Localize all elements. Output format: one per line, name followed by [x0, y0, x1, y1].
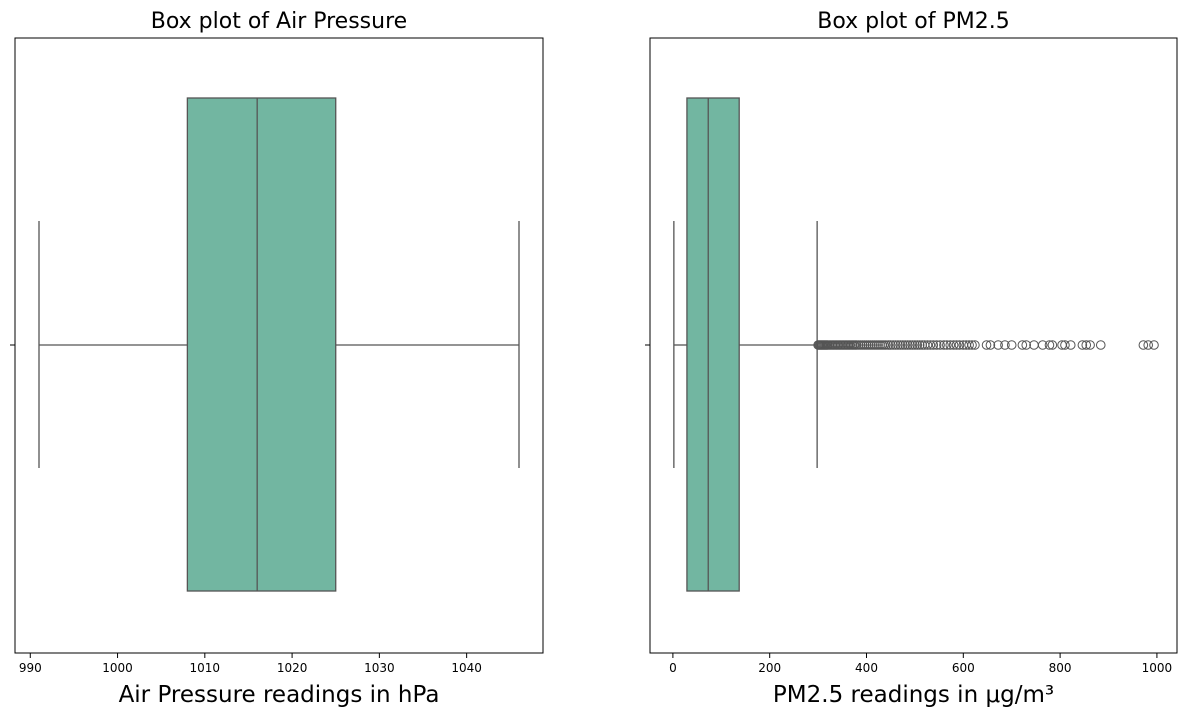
x-tick-label: 1000	[102, 661, 133, 675]
x-tick-label: 1000	[1142, 661, 1173, 675]
x-tick-label: 400	[855, 661, 878, 675]
x-tick-label: 1030	[364, 661, 395, 675]
outlier-point	[993, 340, 1003, 350]
outlier-point	[931, 340, 942, 350]
outlier-point	[1060, 340, 1070, 350]
x-tick-label: 1010	[190, 661, 221, 675]
outlier-point	[981, 340, 992, 350]
air-pressure-boxplot: Box plot of Air Pressure 990 1000 1010 1020…	[10, 9, 544, 708]
x-tick-label: 990	[19, 661, 42, 675]
outlier-point	[1000, 340, 1010, 350]
outlier-point	[948, 340, 959, 350]
plot-area	[673, 97, 1159, 592]
outlier-point	[985, 340, 996, 350]
outlier-point	[1138, 340, 1149, 350]
outlier-point	[885, 340, 896, 350]
outlier-point	[1044, 340, 1055, 350]
outlier-point	[890, 340, 901, 350]
outlier-point	[1065, 340, 1076, 350]
plot-area	[38, 97, 520, 592]
outlier-point	[900, 340, 911, 350]
x-tick-label: 1020	[277, 661, 308, 675]
outlier-point	[1021, 340, 1032, 350]
outlier-point	[895, 340, 906, 350]
outlier-point	[1149, 340, 1159, 350]
x-axis-ticks: 0 200 400 600 800 1000	[645, 344, 1173, 675]
outlier-point	[910, 340, 920, 350]
iqr-box	[686, 97, 740, 592]
outlier-point	[914, 340, 925, 350]
outlier-point	[912, 340, 923, 350]
outlier-point	[902, 340, 913, 350]
chart-title: Box plot of PM2.5	[817, 9, 1009, 34]
x-axis-label: PM2.5 readings in μg/m³	[773, 682, 1054, 708]
outlier-point	[1037, 340, 1048, 350]
iqr-box	[186, 97, 337, 592]
outlier-point	[925, 340, 936, 350]
outlier-point	[928, 340, 939, 350]
x-tick-label: 0	[669, 661, 677, 675]
pm25-boxplot: Box plot of PM2.5 0 200 400 600 800 1000 PM2.…	[645, 9, 1178, 708]
outlier-point	[1143, 340, 1154, 350]
outlier-point	[1006, 340, 1017, 350]
x-axis-label: Air Pressure readings in hPa	[119, 682, 440, 708]
outlier-point	[945, 340, 956, 350]
outlier-point	[907, 340, 918, 350]
x-tick-label: 600	[952, 661, 975, 675]
outlier-point	[905, 340, 915, 350]
outlier-point	[951, 340, 962, 350]
outlier-point	[893, 340, 903, 350]
x-tick-label: 1040	[451, 661, 482, 675]
outlier-point	[954, 340, 965, 350]
outlier-point	[881, 340, 891, 350]
outlier-point	[939, 340, 949, 350]
outlier-point	[1085, 340, 1095, 350]
x-tick-label: 200	[758, 661, 781, 675]
outlier-point	[888, 340, 898, 350]
x-tick-label: 800	[1049, 661, 1072, 675]
outlier-point	[1017, 340, 1028, 350]
x-axis-ticks: 990 1000 1010 1020 1030 1040	[10, 344, 482, 675]
outlier-point	[964, 340, 974, 350]
outlier-point	[967, 340, 977, 350]
outlier-point	[922, 340, 933, 350]
outlier-point	[1047, 340, 1058, 350]
outlier-point	[1077, 340, 1088, 350]
outlier-point	[898, 340, 908, 350]
outlier-point	[883, 340, 894, 350]
outlier-point	[1095, 340, 1106, 350]
outlier-point	[942, 340, 952, 350]
outlier-point	[1081, 340, 1092, 350]
outlier-point	[970, 340, 980, 350]
chart-title: Box plot of Air Pressure	[151, 9, 407, 34]
outlier-point	[935, 340, 945, 350]
